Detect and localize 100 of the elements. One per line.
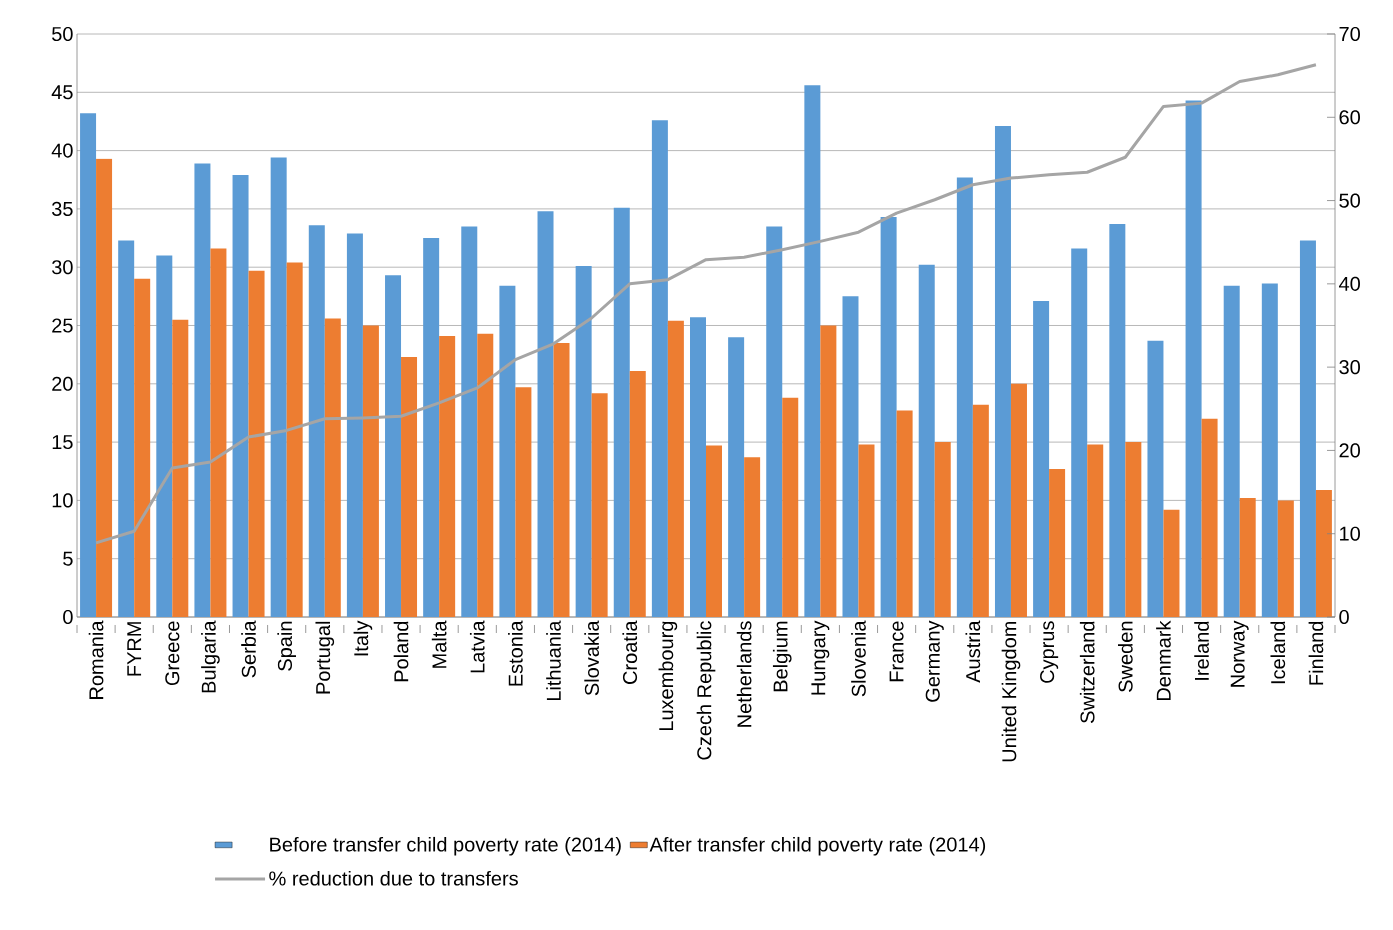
bar: [172, 319, 189, 617]
x-tick-label: Croatia: [622, 620, 638, 684]
legend-label: After transfer child poverty rate (2014): [649, 836, 986, 856]
bar: [477, 333, 494, 617]
bar: [80, 113, 97, 617]
bar: [1033, 301, 1050, 617]
y2-tick-label: 30: [1339, 360, 1360, 375]
bar: [286, 262, 303, 617]
bar: [439, 336, 456, 617]
bar: [423, 238, 440, 617]
bar: [1087, 444, 1104, 617]
y-tick-label: 0: [63, 609, 73, 625]
y-tick-label: 50: [52, 26, 73, 42]
x-tick-label: Iceland: [1270, 621, 1286, 684]
y2-tick-label: 20: [1339, 443, 1360, 458]
bar: [782, 397, 799, 617]
x-tick-label: Germany: [925, 620, 944, 702]
x-tick-label: Austria: [965, 620, 981, 683]
y2-tick-label: 40: [1338, 276, 1360, 291]
bar: [591, 393, 608, 617]
bar: [1261, 283, 1278, 617]
bar: [1049, 468, 1066, 617]
y-tick-label: 30: [51, 260, 73, 275]
y-tick-label: 20: [52, 376, 73, 391]
legend-label: % reduction due to transfers: [269, 870, 518, 886]
bar: [613, 207, 630, 617]
bar: [1299, 240, 1316, 617]
bar: [537, 211, 554, 617]
x-tick-label: Greece: [165, 621, 180, 686]
y-tick-label: 40: [51, 143, 73, 158]
x-tick-label: United Kingdom: [1001, 621, 1021, 762]
bar: [308, 225, 325, 617]
bar: [1071, 248, 1088, 617]
bar: [1147, 340, 1164, 617]
x-tick-label: FYRM: [127, 622, 142, 676]
bar: [270, 157, 287, 617]
bar: [896, 410, 913, 617]
bar: [1010, 383, 1027, 617]
bar: [385, 275, 402, 617]
bar: [401, 356, 418, 617]
x-tick-label: Czech Republic: [696, 621, 716, 760]
bar: [1109, 224, 1126, 617]
x-tick-label: Slovakia: [584, 620, 599, 696]
line-series: [94, 63, 1318, 545]
y2-tick-label: 0: [1339, 609, 1349, 625]
bar: [918, 264, 935, 617]
y-tick-label: 10: [52, 493, 73, 508]
bar: [804, 85, 821, 617]
x-tick-label: Estonia: [508, 620, 523, 686]
bar: [994, 126, 1011, 617]
x-tick-label: Poland: [393, 621, 409, 682]
x-tick-label: Cyprus: [1040, 621, 1059, 683]
bar: [324, 318, 341, 617]
bar: [118, 240, 135, 617]
x-tick-label: Malta: [431, 620, 447, 668]
legend-label: Before transfer child poverty rate (2014): [270, 836, 621, 856]
bar: [1125, 442, 1142, 617]
bar: [1223, 285, 1240, 617]
bar: [1315, 489, 1332, 617]
y-tick-label: 25: [52, 318, 73, 333]
bar: [1185, 100, 1202, 617]
bar: [651, 120, 668, 617]
y2-tick-label: 50: [1339, 193, 1360, 208]
bar: [248, 270, 265, 617]
x-tick-label: Norway: [1230, 620, 1249, 687]
x-tick-label: Sweden: [1118, 621, 1133, 692]
bar: [880, 217, 897, 617]
bar: [690, 317, 706, 617]
bar: [956, 177, 973, 617]
y-tick-label: 35: [51, 201, 73, 216]
x-tick-label: Netherlands: [736, 621, 752, 727]
x-tick-label: Finland: [1308, 621, 1324, 685]
x-tick-label: Lithuania: [546, 620, 561, 701]
x-tick-label: Italy: [353, 620, 373, 656]
x-tick-label: Hungary: [811, 620, 830, 695]
x-tick-label: Spain: [277, 621, 296, 671]
bar: [575, 266, 592, 617]
bar: [96, 158, 113, 617]
bar: [362, 325, 379, 617]
x-tick-label: Serbia: [241, 620, 256, 678]
bar: [629, 370, 646, 617]
bar: [499, 285, 516, 617]
x-tick-label: Denmark: [1156, 620, 1171, 701]
x-tick-label: France: [889, 621, 904, 682]
x-tick-label: Belgium: [772, 621, 792, 692]
bar: [210, 248, 227, 617]
y-tick-label: 5: [63, 551, 73, 566]
x-tick-label: Ireland: [1194, 621, 1209, 680]
x-tick-label: Latvia: [469, 620, 485, 673]
bar: [934, 442, 951, 617]
bar: [706, 445, 722, 617]
y2-tick-label: 10: [1340, 526, 1360, 541]
bar: [858, 444, 875, 617]
bar: [842, 296, 859, 617]
y-tick-label: 15: [52, 435, 73, 450]
bar: [461, 226, 478, 617]
bar: [766, 226, 783, 617]
bar: [232, 175, 249, 617]
bar: [1201, 418, 1218, 617]
x-tick-label: Slovenia: [851, 620, 866, 697]
